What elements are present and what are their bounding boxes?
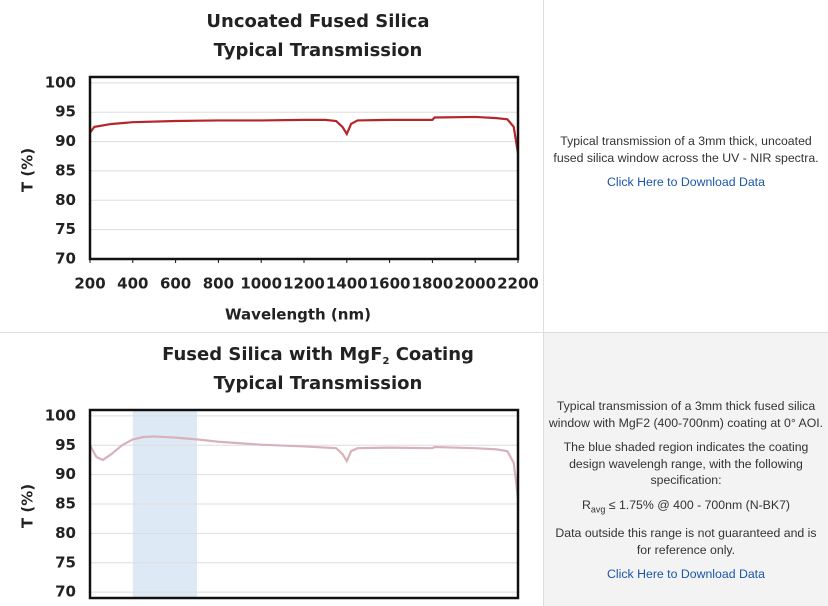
y-tick-label: 75 (55, 220, 76, 238)
y-tick-label: 95 (55, 436, 76, 454)
x-tick-label: 600 (160, 275, 191, 293)
download-link[interactable]: Click Here to Download Data (607, 567, 765, 582)
y-tick-label: 70 (55, 250, 76, 268)
spec-text: ≤ 1.75% @ 400 - 700nm (N-BK7) (605, 497, 791, 512)
y-tick-label: 75 (55, 553, 76, 571)
x-tick-label: 1800 (412, 275, 454, 293)
chart-title: Fused Silica with MgF2 Coating (162, 344, 474, 367)
chart-subtitle: Typical Transmission (214, 373, 423, 394)
download-link[interactable]: Click Here to Download Data (607, 175, 765, 190)
x-tick-label: 2000 (454, 275, 496, 293)
x-axis-label: Wavelength (nm) (225, 306, 371, 324)
description: Typical transmission of a 3mm thick fuse… (548, 399, 824, 430)
divider (0, 332, 828, 333)
x-tick-label: 1000 (240, 275, 282, 293)
title-text: Coating (389, 344, 473, 365)
title-text: Uncoated Fused Silica (206, 11, 429, 32)
y-axis-label: T (%) (19, 148, 37, 192)
y-tick-label: 100 (45, 406, 76, 424)
chart-title: Uncoated Fused Silica (206, 11, 429, 32)
line-series (89, 115, 520, 154)
x-tick-label: 400 (117, 275, 148, 293)
line-series (89, 435, 520, 499)
y-tick-label: 100 (45, 73, 76, 91)
x-tick-label: 1600 (369, 275, 411, 293)
chart: Uncoated Fused Silica Typical Transmissio… (19, 11, 539, 324)
y-tick-label: 70 (55, 583, 76, 601)
x-tick-label: 800 (203, 275, 234, 293)
chart-subtitle: Typical Transmission (214, 40, 423, 61)
description-panel: Typical transmission of a 3mm thick, unc… (544, 0, 828, 332)
divider (543, 0, 544, 606)
note: Data outside this range is not guarantee… (555, 526, 817, 557)
y-tick-label: 95 (55, 103, 76, 121)
specification: Ravg ≤ 1.75% @ 400 - 700nm (N-BK7) (548, 497, 824, 518)
description: The blue shaded region indicates the coa… (563, 440, 809, 487)
chart: Fused Silica with MgF2 Coating Typical Tr… (19, 344, 520, 601)
y-tick-label: 80 (55, 191, 76, 209)
plot-frame (88, 408, 520, 600)
x-tick-label: 1200 (283, 275, 325, 293)
y-tick-label: 85 (55, 161, 76, 179)
y-tick-label: 80 (55, 524, 76, 542)
y-axis-label: T (%) (19, 484, 37, 528)
plot-frame (88, 75, 520, 261)
title-subscript: 2 (382, 356, 389, 367)
x-tick-label: 200 (74, 275, 105, 293)
y-tick-label: 90 (55, 132, 76, 150)
spec-subscript: avg (590, 503, 606, 514)
description: Typical transmission of a 3mm thick, unc… (553, 134, 819, 165)
x-tick-label: 2200 (497, 275, 539, 293)
y-tick-label: 85 (55, 495, 76, 513)
description-panel: Typical transmission of a 3mm thick fuse… (544, 333, 828, 606)
x-tick-label: 1400 (326, 275, 368, 293)
spec-symbol: R (581, 497, 591, 512)
title-text: Fused Silica with MgF (162, 344, 382, 365)
y-tick-label: 90 (55, 465, 76, 483)
